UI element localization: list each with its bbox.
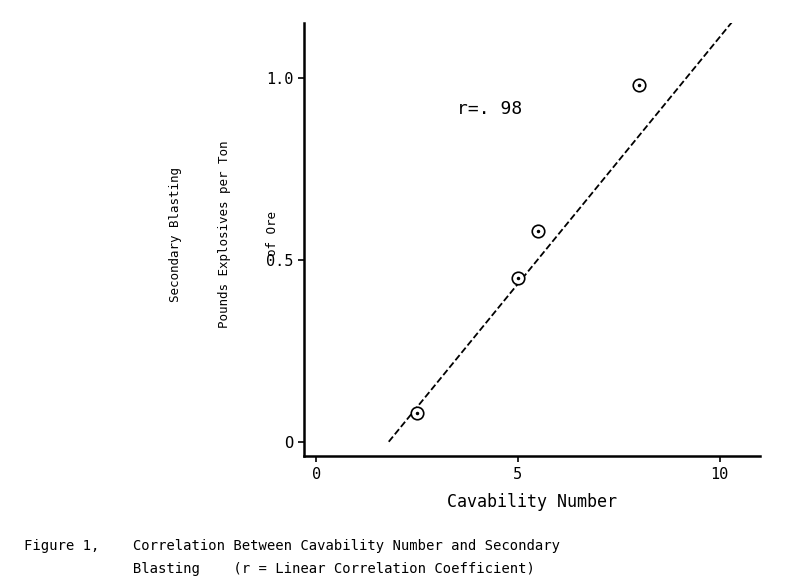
Text: Figure 1,    Correlation Between Cavability Number and Secondary: Figure 1, Correlation Between Cavability…	[24, 539, 560, 553]
Text: Secondary Blasting: Secondary Blasting	[170, 167, 182, 301]
Text: Pounds Explosives per Ton: Pounds Explosives per Ton	[218, 140, 230, 328]
X-axis label: Cavability Number: Cavability Number	[447, 493, 617, 511]
Text: of Ore: of Ore	[266, 212, 278, 256]
Text: Blasting    (r = Linear Correlation Coefficient): Blasting (r = Linear Correlation Coeffic…	[24, 562, 535, 576]
Text: r=. 98: r=. 98	[458, 101, 522, 118]
